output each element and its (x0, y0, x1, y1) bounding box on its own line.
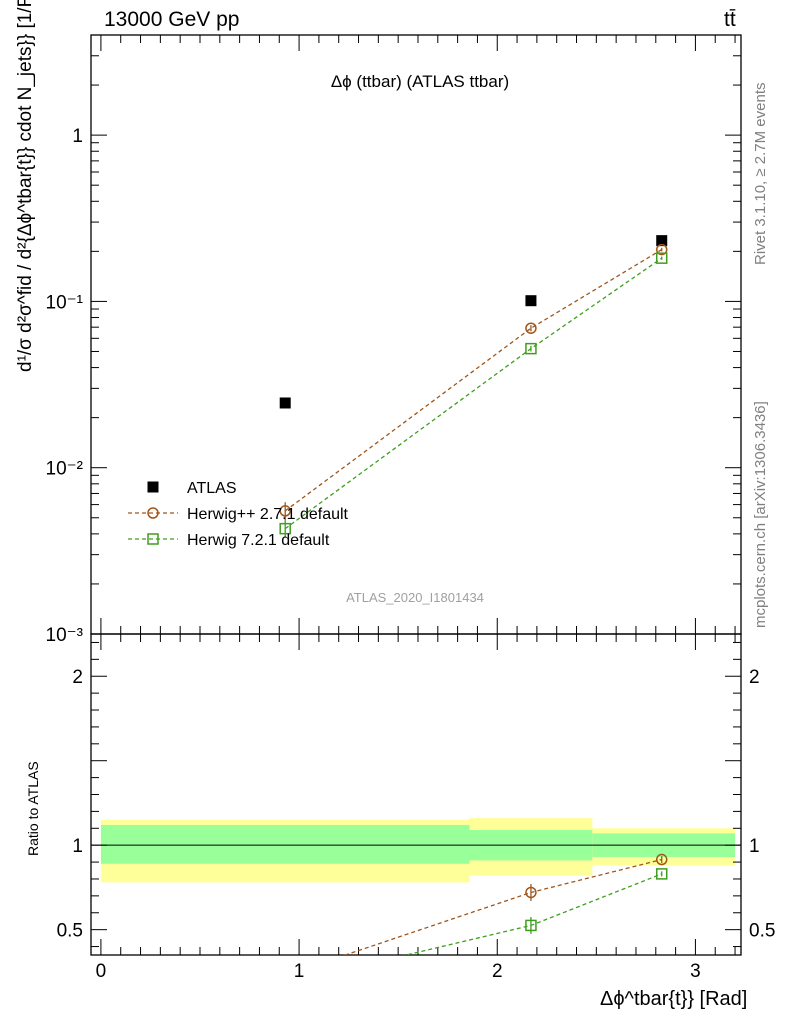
main-series-line (284, 257, 663, 530)
main-series-line (284, 249, 663, 512)
main-y-tick-label: 10⁻² (46, 459, 84, 480)
header-process-label: tt̄ (724, 8, 736, 31)
x-tick-label: 0 (96, 961, 107, 982)
x-tick-label: 1 (294, 961, 305, 982)
main-y-tick-label: 1 (72, 126, 83, 147)
main-y-axis-label: d¹/σ d²σ^fid / d²{Δϕ^tbar{t}} cdot N_jet… (15, 0, 36, 372)
main-data-point (525, 322, 537, 334)
main-data-point (656, 235, 668, 247)
main-data-point (525, 342, 537, 355)
ratio-data-point (280, 979, 290, 989)
ratio-y-tick-label-right: 1 (749, 836, 760, 857)
ratio-y-tick-label: 1 (72, 836, 83, 857)
x-tick-label: 3 (690, 961, 701, 982)
analysis-watermark: ATLAS_2020_I1801434 (346, 590, 484, 605)
ratio-data-point (525, 886, 537, 899)
mcplots-credit-label: mcplots.cern.ch [arXiv:1306.3436] (752, 401, 769, 628)
main-data-point (279, 505, 291, 517)
ratio-y-axis-label: Ratio to ATLAS (25, 761, 41, 856)
main-data-point (525, 295, 537, 307)
ratio-series-group (280, 853, 668, 989)
ratio-data-point (655, 853, 668, 866)
ratio-data-point (280, 970, 290, 980)
plot-title: Δϕ (ttbar) (ATLAS ttbar) (330, 72, 510, 91)
rivet-version-label: Rivet 3.1.10, ≥ 2.7M events (752, 82, 769, 266)
legend-label: ATLAS (187, 480, 237, 497)
ratio-data-point (655, 868, 668, 880)
ratio-y-tick-label-right: 2 (749, 667, 760, 688)
main-data-point (279, 397, 291, 409)
legend-marker (147, 481, 159, 493)
ratio-series-line (403, 873, 662, 955)
ratio-plot-frame (90, 633, 742, 956)
main-y-tick-label: 10⁻¹ (46, 292, 84, 313)
header-energy-label: 13000 GeV pp (104, 8, 240, 31)
legend-marker (147, 507, 159, 519)
ratio-y-tick-label-right: 0.5 (749, 921, 775, 942)
legend-label: Herwig++ 2.7.1 default (187, 506, 349, 523)
ratio-y-tick-label: 2 (72, 667, 83, 688)
ratio-band-inner (100, 824, 470, 864)
legend-marker (147, 533, 159, 545)
ratio-data-point (525, 919, 537, 932)
main-y-tick-label: 10⁻³ (46, 625, 84, 646)
ratio-panel: 0 1 2 3 0.5 0.5 1 1 2 2 (57, 633, 775, 989)
main-panel: 10⁻³ 10⁻² 10⁻¹ 1 (46, 34, 742, 646)
main-data-point (655, 243, 668, 256)
legend-label: Herwig 7.2.1 default (187, 532, 330, 549)
ratio-y-tick-label: 0.5 (57, 921, 83, 942)
main-data-point (655, 252, 668, 264)
x-tick-label: 2 (492, 961, 503, 982)
x-axis-label: Δϕ^tbar{t}} [Rad] (600, 988, 748, 1010)
main-data-point (279, 522, 291, 535)
legend: ATLAS Herwig++ 2.7.1 default Herwig 7.2.1 … (128, 480, 349, 549)
